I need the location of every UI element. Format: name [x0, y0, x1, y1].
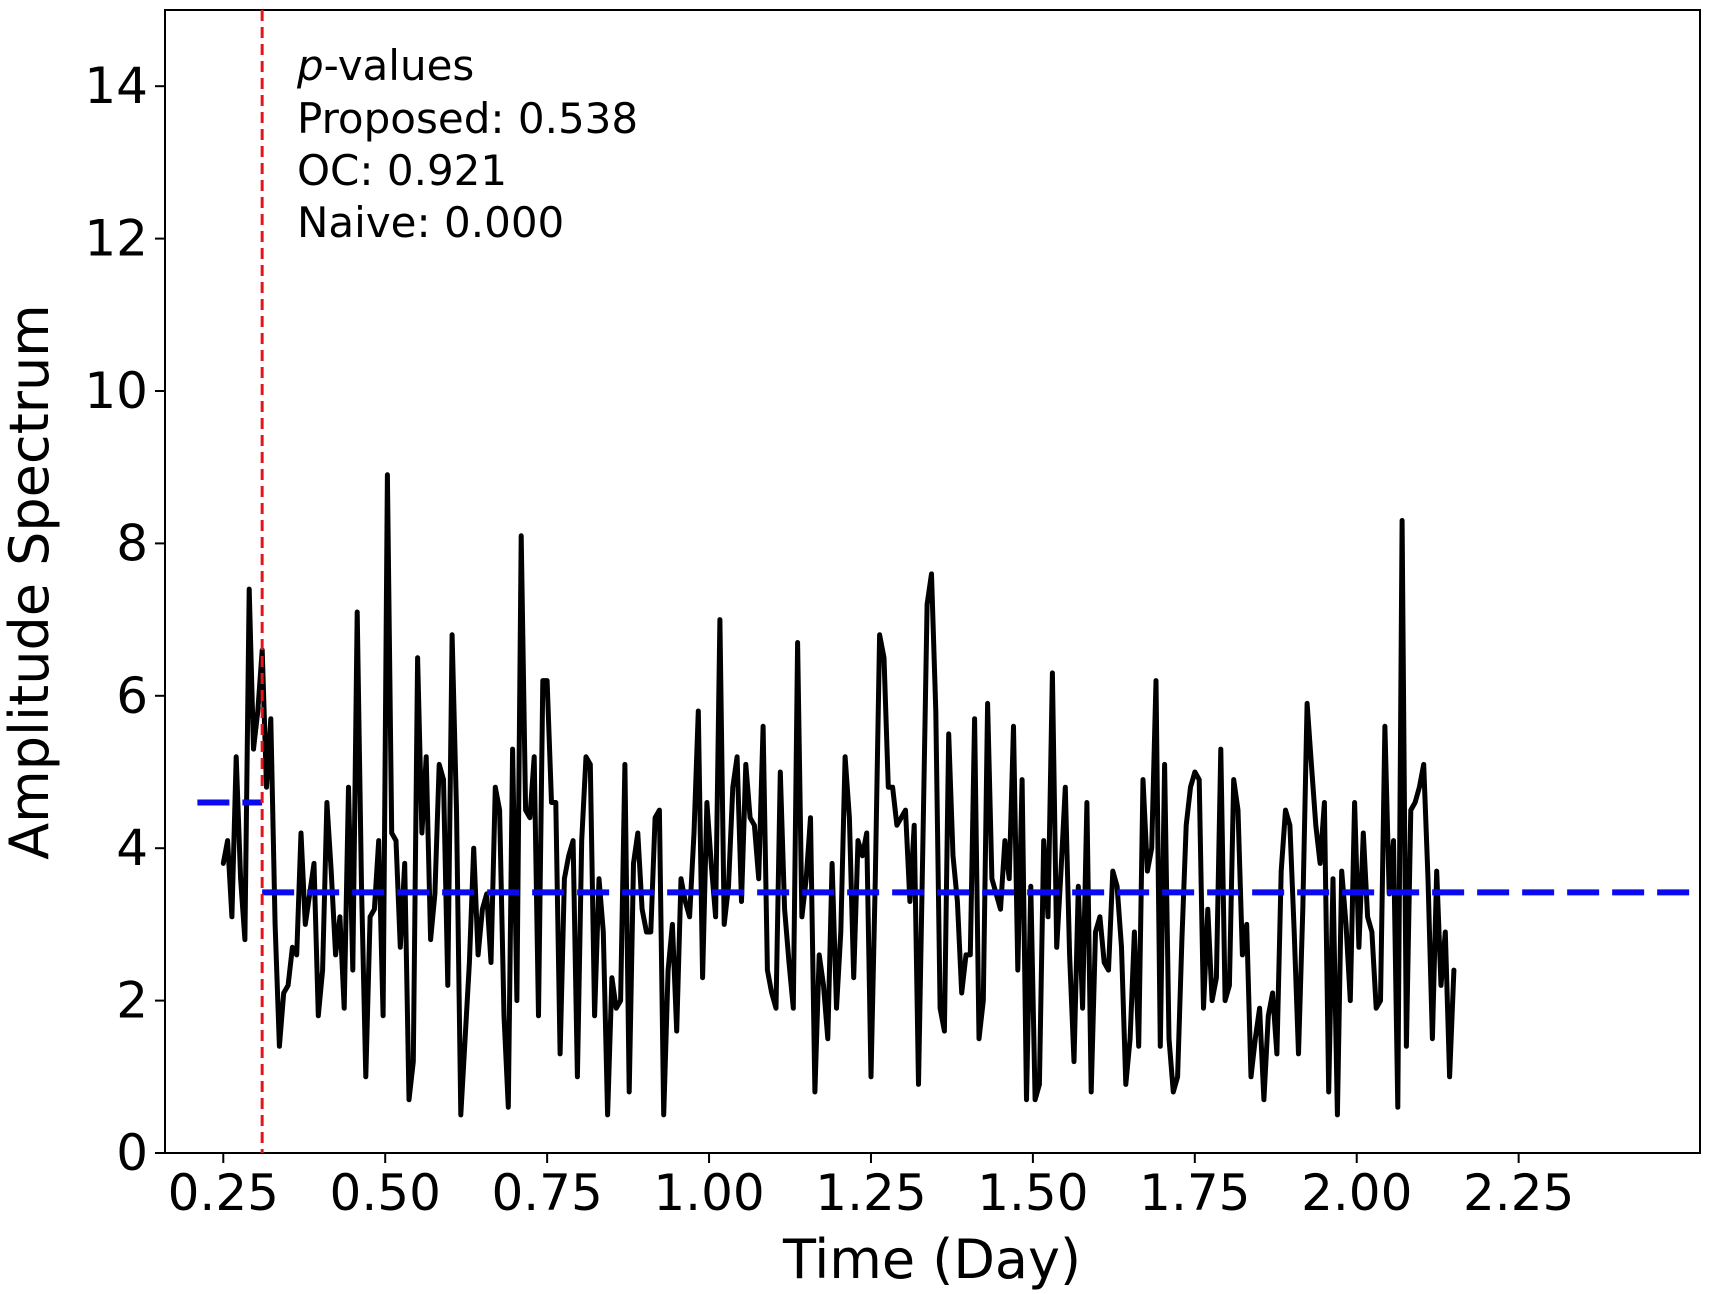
y-axis-title: Amplitude Spectrum: [0, 304, 61, 860]
annotation-header-rest: -values: [324, 41, 475, 90]
x-tick-label: 0.50: [330, 1164, 441, 1222]
x-tick-label: 1.00: [653, 1164, 764, 1222]
x-tick-label: 2.25: [1463, 1164, 1574, 1222]
y-tick-label: 6: [116, 667, 148, 725]
segment-means-layer: [197, 799, 1694, 896]
y-tick-label: 12: [84, 210, 148, 268]
y-tick-label: 8: [116, 514, 148, 572]
series-line: [220, 472, 1457, 1118]
annotation-naive: Naive: 0.000: [297, 198, 564, 247]
x-axis-title: Time (Day): [782, 1228, 1081, 1291]
y-tick-label: 4: [116, 819, 148, 877]
y-tick-label: 2: [116, 972, 148, 1030]
x-tick-label: 1.50: [977, 1164, 1088, 1222]
x-tick-label: 2.00: [1301, 1164, 1412, 1222]
y-axis: 0 2 4 6 8 10 12 14: [84, 57, 165, 1182]
y-tick-label: 10: [84, 362, 148, 420]
x-tick-label: 1.75: [1139, 1164, 1250, 1222]
annotation-oc: OC: 0.921: [297, 146, 507, 195]
annotation-header-italic: p: [296, 41, 324, 90]
plot-frame: [164, 9, 1701, 1154]
annotation-box: p-values Proposed: 0.538 OC: 0.921 Naive…: [296, 41, 638, 247]
y-tick-label: 0: [116, 1124, 148, 1182]
x-tick-label: 1.25: [815, 1164, 926, 1222]
series-layer: [220, 472, 1457, 1118]
x-tick-label: 0.75: [491, 1164, 602, 1222]
annotation-proposed: Proposed: 0.538: [297, 94, 638, 143]
x-tick-label: 0.25: [168, 1164, 279, 1222]
x-axis: 0.25 0.50 0.75 1.00 1.25 1.50 1.75 2.00 2.25: [168, 1153, 1574, 1222]
y-tick-label: 14: [84, 57, 148, 115]
annotation-header: p-values: [296, 41, 474, 90]
